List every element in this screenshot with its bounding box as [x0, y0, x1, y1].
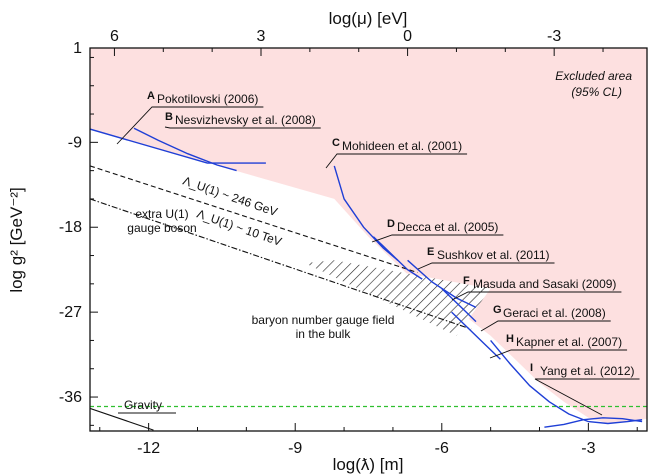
hatched-region	[305, 260, 491, 336]
gravity-line	[90, 407, 154, 431]
top-tick-label: 0	[403, 28, 412, 45]
constraint-leader-d	[371, 234, 504, 243]
constraint-leader-c	[325, 153, 468, 169]
constraint-leader-b	[164, 126, 321, 129]
top-tick-label: 6	[110, 28, 119, 45]
top-tick-label: -3	[547, 28, 561, 45]
region-label-2: in the bulk	[296, 327, 352, 341]
axis-ticks: -12 -9 -6 -36 3 0 -31-9-18-27-36	[59, 28, 638, 457]
x-tick-label: -6	[435, 440, 449, 457]
theory-line-1	[90, 165, 418, 274]
x-tick-label: -3	[581, 440, 595, 457]
constraint-curve-h	[490, 339, 643, 425]
constraint-label-a: Pokotilovski (2006)	[157, 92, 258, 106]
region-label-1: extra U(1)	[135, 207, 188, 221]
x-tick-label: -9	[288, 440, 302, 457]
y-tick-label: -18	[59, 219, 82, 236]
excluded-area-label: Excluded area	[555, 69, 632, 83]
constraint-letter-i: I	[530, 362, 533, 374]
constraint-label-c: Mohideen et al. (2001)	[342, 139, 462, 153]
constraint-leader-h	[489, 349, 628, 359]
constraint-label-g: Geraci et al. (2008)	[503, 306, 606, 320]
constraint-curve-f	[441, 288, 477, 323]
constraint-letter-a: A	[147, 90, 155, 102]
constraint-label-e: Sushkov et al. (2011)	[437, 248, 550, 262]
constraint-label-b: Nesvizhevsky et al. (2008)	[175, 113, 316, 127]
theory-line-2	[90, 198, 472, 330]
y-tick-label: -9	[68, 134, 82, 151]
constraint-curve-c	[333, 165, 399, 261]
top-tick-label: 3	[257, 28, 266, 45]
constraint-curve-b	[133, 127, 237, 172]
y-tick-label: -27	[59, 304, 82, 321]
y-axis-title: log g² [GeV⁻²]	[7, 187, 26, 292]
constraint-leader-f	[451, 291, 622, 301]
constraint-letter-h: H	[506, 333, 514, 345]
constraint-letter-f: F	[463, 275, 470, 287]
constraint-curve-i	[544, 417, 643, 428]
constraint-label-i: Yang et al. (2012)	[540, 364, 635, 378]
plot-frame	[89, 47, 648, 432]
constraint-letter-e: E	[427, 246, 434, 258]
constraint-leader-g	[480, 320, 611, 332]
constraint-label-d: Decca et al. (2005)	[397, 220, 498, 234]
region-label-2: baryon number gauge field	[252, 313, 395, 327]
constraint-label-f: Masuda and Sasaki (2009)	[473, 277, 616, 291]
constraint-leader-e	[417, 262, 555, 270]
x-tick-label: -12	[137, 440, 160, 457]
plot-area	[90, 48, 647, 431]
y-tick-label: 1	[73, 40, 82, 57]
y-tick-label: -36	[59, 389, 82, 406]
excluded-area-cl-label: (95% CL)	[571, 85, 622, 99]
constraint-curve-d	[372, 236, 423, 280]
constraint-label-h: Kapner et al. (2007)	[516, 335, 622, 349]
gravity-label: Gravity	[124, 398, 162, 412]
constraint-curve-g	[451, 311, 501, 360]
constraint-letter-b: B	[165, 111, 173, 123]
constraint-curve-a	[90, 128, 266, 164]
constraint-letter-g: G	[493, 304, 502, 316]
constraint-letter-d: D	[387, 218, 395, 230]
x-axis-title: log(ƛ) [m]	[333, 455, 404, 474]
top-axis-title: log(μ) [eV]	[329, 9, 408, 28]
excluded-region	[90, 48, 647, 424]
constraint-letter-c: C	[332, 137, 340, 149]
constraint-leader-i	[534, 378, 640, 416]
constraint-leader-a	[116, 106, 264, 145]
region-label-1: gauge boson	[127, 221, 196, 235]
